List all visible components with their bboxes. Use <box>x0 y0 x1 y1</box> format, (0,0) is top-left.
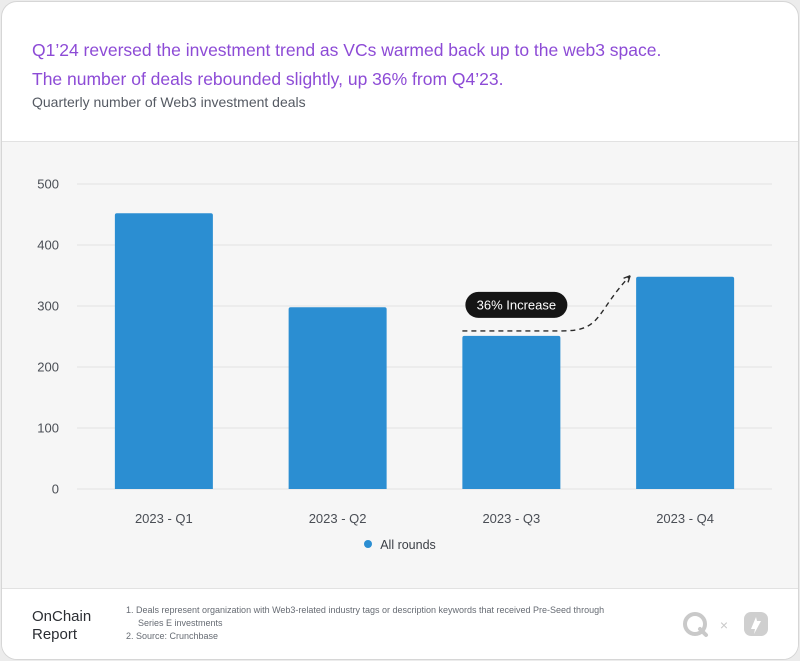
logo-separator: × <box>720 617 728 633</box>
headline-line-2: The number of deals rebounded slightly, … <box>32 69 504 89</box>
bar-2023-q3 <box>462 335 561 489</box>
divider <box>2 141 798 142</box>
y-tick-label: 0 <box>52 482 59 497</box>
footnote-1: 1. Deals represent organization with Web… <box>126 605 605 615</box>
y-tick-label: 400 <box>37 238 59 253</box>
footnote-2: 2. Source: Crunchbase <box>126 631 219 641</box>
brand-name: OnChain Report <box>32 608 91 644</box>
bar-2023-q4 <box>636 276 735 489</box>
partner-logos: × <box>683 612 768 637</box>
headline-line-1: Q1’24 reversed the investment trend as V… <box>32 40 662 60</box>
x-tick-label: 2023 - Q3 <box>482 511 540 526</box>
annotation-label: 36% Increase <box>477 297 557 312</box>
y-tick-label: 100 <box>37 421 59 436</box>
partner-logo-icon <box>744 612 768 636</box>
footnotes: 1. Deals represent organization with Web… <box>126 604 604 643</box>
footnote-1-continued: Series E investments <box>138 618 223 628</box>
bar-2023-q2 <box>288 307 387 489</box>
divider <box>2 588 798 589</box>
brand-line-1: OnChain <box>32 608 92 625</box>
legend-marker <box>364 540 373 548</box>
bar-chart: 0 100 200 300 400 500 2023 - Q1 2023 - Q2 2023 -… <box>37 177 772 526</box>
q-logo-icon <box>683 612 708 637</box>
brand-line-2: Report <box>32 626 78 643</box>
chart-subtitle: Quarterly number of Web3 investment deal… <box>32 94 306 110</box>
header: Q1’24 reversed the investment trend as V… <box>2 2 798 141</box>
legend-label: All rounds <box>380 538 436 552</box>
annotation-arrowhead <box>623 275 631 283</box>
y-tick-label: 500 <box>37 177 59 192</box>
annotation-arrow <box>462 275 631 332</box>
y-tick-label: 300 <box>37 299 59 314</box>
x-tick-label: 2023 - Q4 <box>656 511 714 526</box>
headline: Q1’24 reversed the investment trend as V… <box>32 36 782 94</box>
x-tick-label: 2023 - Q1 <box>135 511 193 526</box>
x-tick-label: 2023 - Q2 <box>309 511 367 526</box>
chart-area: 0 100 200 300 400 500 2023 - Q1 2023 - Q2 2023 -… <box>2 142 798 588</box>
legend: All rounds <box>2 538 798 552</box>
annotation-pill <box>465 291 568 318</box>
footer: OnChain Report 1. Deals represent organi… <box>2 589 798 659</box>
bar-2023-q1 <box>114 213 213 489</box>
y-tick-label: 200 <box>37 360 59 375</box>
